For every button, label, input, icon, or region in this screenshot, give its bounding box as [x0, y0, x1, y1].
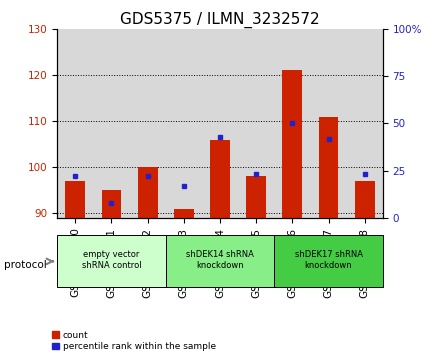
Text: shDEK17 shRNA
knockdown: shDEK17 shRNA knockdown — [294, 250, 363, 270]
Bar — [238, 29, 274, 218]
Bar — [355, 181, 375, 218]
Bar — [319, 117, 338, 218]
Title: GDS5375 / ILMN_3232572: GDS5375 / ILMN_3232572 — [120, 12, 320, 28]
FancyBboxPatch shape — [166, 235, 274, 287]
Bar — [66, 181, 85, 218]
Bar — [347, 29, 383, 218]
FancyBboxPatch shape — [274, 235, 383, 287]
Bar — [246, 176, 266, 218]
Bar — [138, 167, 158, 218]
Bar — [129, 29, 166, 218]
Bar — [311, 29, 347, 218]
Text: protocol: protocol — [4, 260, 47, 270]
Bar — [210, 139, 230, 218]
Legend: count, percentile rank within the sample: count, percentile rank within the sample — [48, 327, 220, 355]
FancyBboxPatch shape — [57, 235, 166, 287]
Bar — [282, 70, 302, 218]
Text: empty vector
shRNA control: empty vector shRNA control — [82, 250, 141, 270]
Bar — [202, 29, 238, 218]
Bar — [174, 209, 194, 218]
Bar — [93, 29, 129, 218]
Bar — [166, 29, 202, 218]
Bar — [102, 190, 121, 218]
Bar — [57, 29, 93, 218]
Bar — [274, 29, 311, 218]
Text: shDEK14 shRNA
knockdown: shDEK14 shRNA knockdown — [186, 250, 254, 270]
